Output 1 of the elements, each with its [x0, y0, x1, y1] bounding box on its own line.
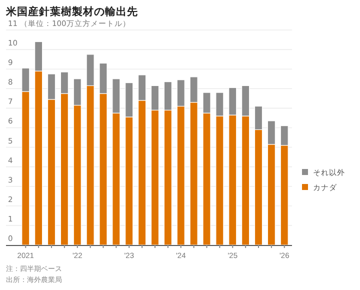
chart-title: 米国産針葉樹製材の輸出先 — [5, 5, 138, 18]
